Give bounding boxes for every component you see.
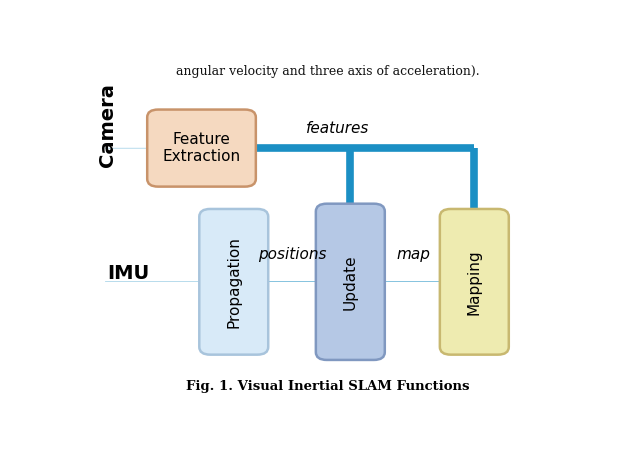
FancyBboxPatch shape [147, 110, 256, 186]
Text: angular velocity and three axis of acceleration).: angular velocity and three axis of accel… [176, 65, 480, 79]
Text: Fig. 1. Visual Inertial SLAM Functions: Fig. 1. Visual Inertial SLAM Functions [186, 380, 470, 393]
Text: map: map [397, 247, 431, 262]
FancyBboxPatch shape [199, 209, 268, 355]
FancyBboxPatch shape [440, 209, 509, 355]
Text: IMU: IMU [108, 264, 150, 282]
Text: positions: positions [258, 247, 326, 262]
Text: features: features [306, 121, 370, 136]
Text: Update: Update [343, 254, 358, 310]
Text: Propagation: Propagation [227, 236, 241, 328]
Text: Camera: Camera [98, 83, 116, 167]
Text: Feature
Extraction: Feature Extraction [163, 132, 241, 164]
Text: Mapping: Mapping [467, 249, 482, 314]
FancyBboxPatch shape [316, 204, 385, 360]
